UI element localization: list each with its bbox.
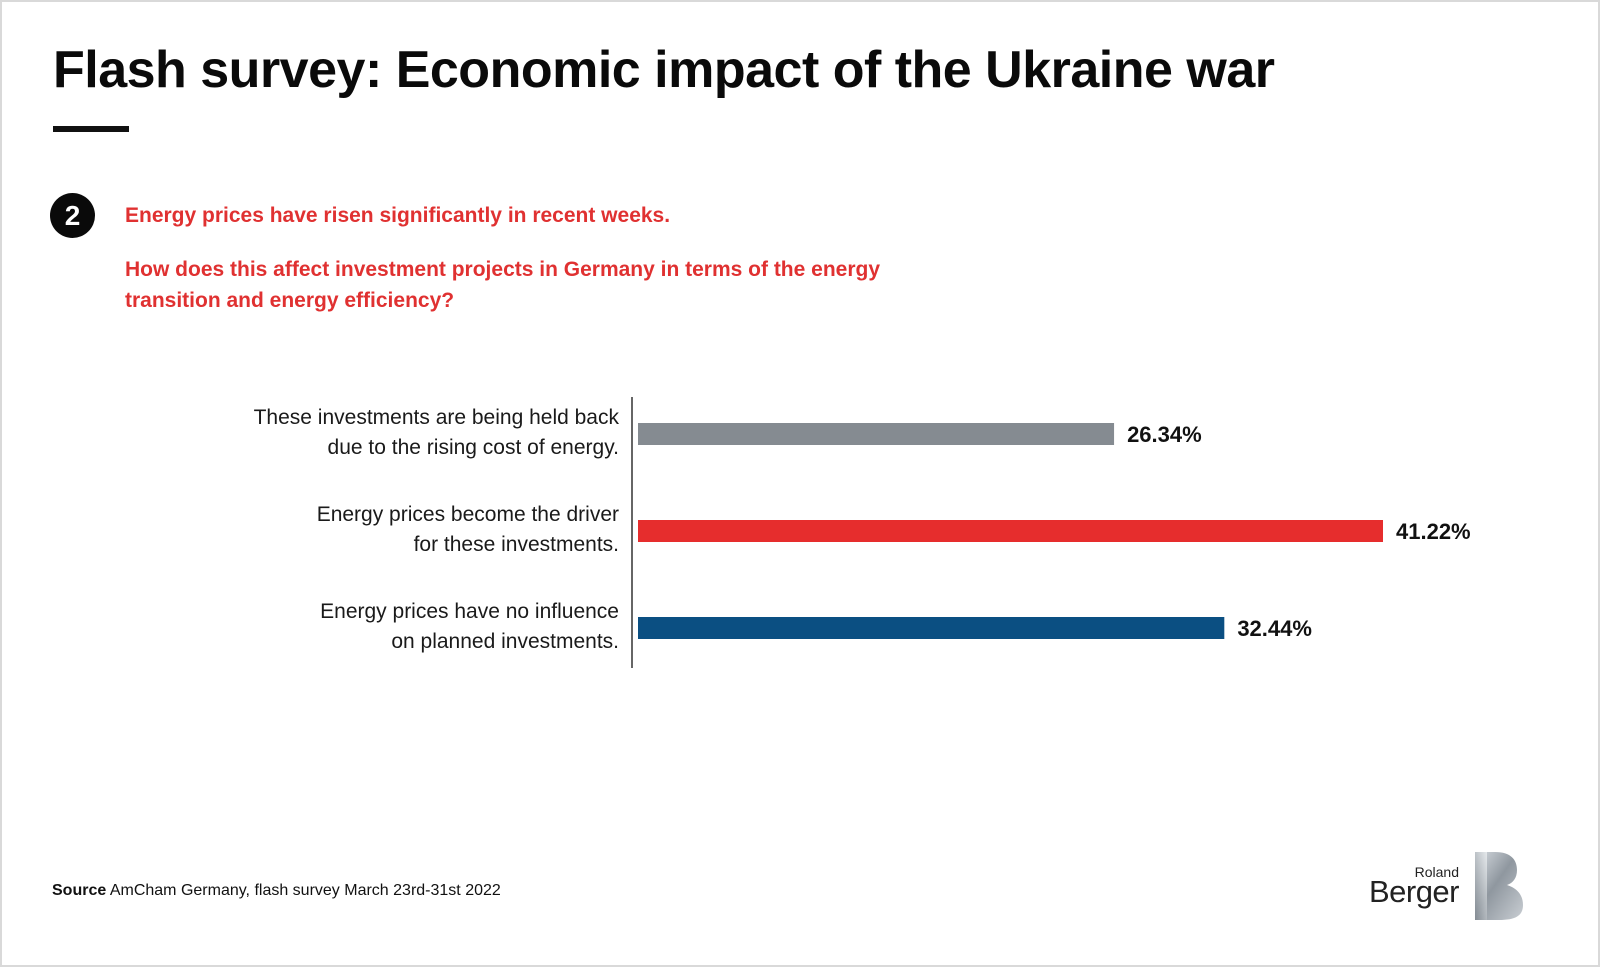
roland-berger-logo: Roland Berger (1365, 850, 1525, 926)
category-label-3-line-2: on planned investments. (391, 630, 619, 653)
question-context: Energy prices have risen significantly i… (125, 204, 671, 227)
bar-value-label-2: 41.22% (1396, 519, 1471, 544)
category-label-2-line-2: for these investments. (414, 533, 619, 556)
source-note: Source AmCham Germany, flash survey Marc… (52, 882, 501, 900)
bar-3 (638, 617, 1225, 639)
question-text: How does this affect investment projects… (125, 258, 881, 312)
logo-text-berger: Berger (1368, 874, 1460, 909)
category-label-3-line-1: Energy prices have no influence (320, 600, 619, 623)
question-number-badge: 2 (50, 193, 95, 238)
source-label: Source (52, 882, 107, 899)
category-label-1-line-1: These investments are being held back (254, 406, 620, 429)
category-label-2-line-1: Energy prices become the driver (317, 503, 619, 526)
roland-berger-b-logo-icon (1475, 852, 1523, 920)
page-title: Flash survey: Economic impact of the Ukr… (53, 41, 1275, 99)
bar-value-label-3: 32.44% (1237, 616, 1312, 641)
title-underline (53, 126, 129, 132)
logo-text-roland: Roland (1414, 864, 1459, 880)
category-label-1-line-2: due to the rising cost of energy. (328, 436, 619, 459)
bar-value-label-1: 26.34% (1127, 422, 1202, 447)
source-text: AmCham Germany, flash survey March 23rd-… (109, 882, 501, 899)
bar-2 (638, 520, 1383, 542)
bar-1 (638, 423, 1115, 445)
